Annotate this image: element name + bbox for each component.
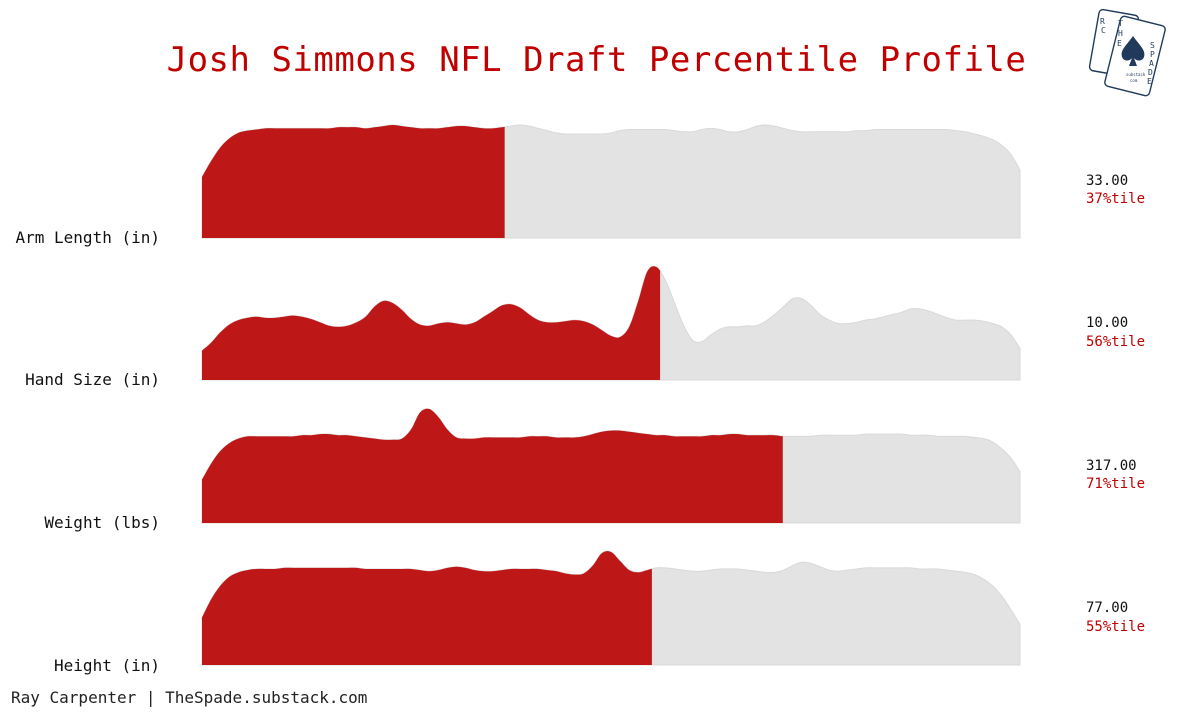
row-label-weight: Weight (lbs)	[44, 513, 160, 532]
row-label-arm-length: Arm Length (in)	[15, 228, 161, 247]
chart-title: Josh Simmons NFL Draft Percentile Profil…	[166, 40, 1027, 80]
ridge-highlight-weight	[202, 408, 783, 523]
ridge-highlight-height	[202, 551, 652, 665]
row-label-hand-size: Hand Size (in)	[25, 370, 160, 389]
svg-text:E: E	[1147, 77, 1152, 86]
percentile-weight: 71%tile	[1086, 476, 1146, 492]
ridge-highlight-arm-length	[202, 125, 505, 238]
svg-text:H: H	[1118, 29, 1123, 38]
ridge-highlight-hand-size	[202, 266, 661, 380]
svg-text:S: S	[1150, 41, 1155, 50]
svg-text:R: R	[1100, 17, 1105, 26]
percentile-hand-size: 56%tile	[1086, 334, 1146, 350]
value-arm-length: 33.00	[1086, 173, 1129, 189]
spade-playing-cards-icon: R C T H E S P A D E substack com	[1088, 8, 1166, 97]
value-hand-size: 10.00	[1086, 315, 1129, 331]
row-label-height: Height (in)	[54, 656, 160, 675]
svg-text:E: E	[1117, 39, 1122, 48]
svg-text:com: com	[1130, 78, 1138, 83]
svg-text:substack: substack	[1126, 72, 1146, 77]
svg-text:D: D	[1148, 68, 1153, 77]
percentile-height: 55%tile	[1086, 619, 1146, 635]
percentile-arm-length: 37%tile	[1086, 191, 1146, 207]
value-weight: 317.00	[1086, 458, 1137, 474]
svg-text:A: A	[1149, 59, 1154, 68]
svg-text:P: P	[1150, 50, 1155, 59]
svg-text:T: T	[1118, 19, 1123, 28]
footer-credit: Ray Carpenter | TheSpade.substack.com	[11, 688, 368, 707]
value-height: 77.00	[1086, 600, 1129, 616]
svg-text:C: C	[1101, 26, 1106, 35]
